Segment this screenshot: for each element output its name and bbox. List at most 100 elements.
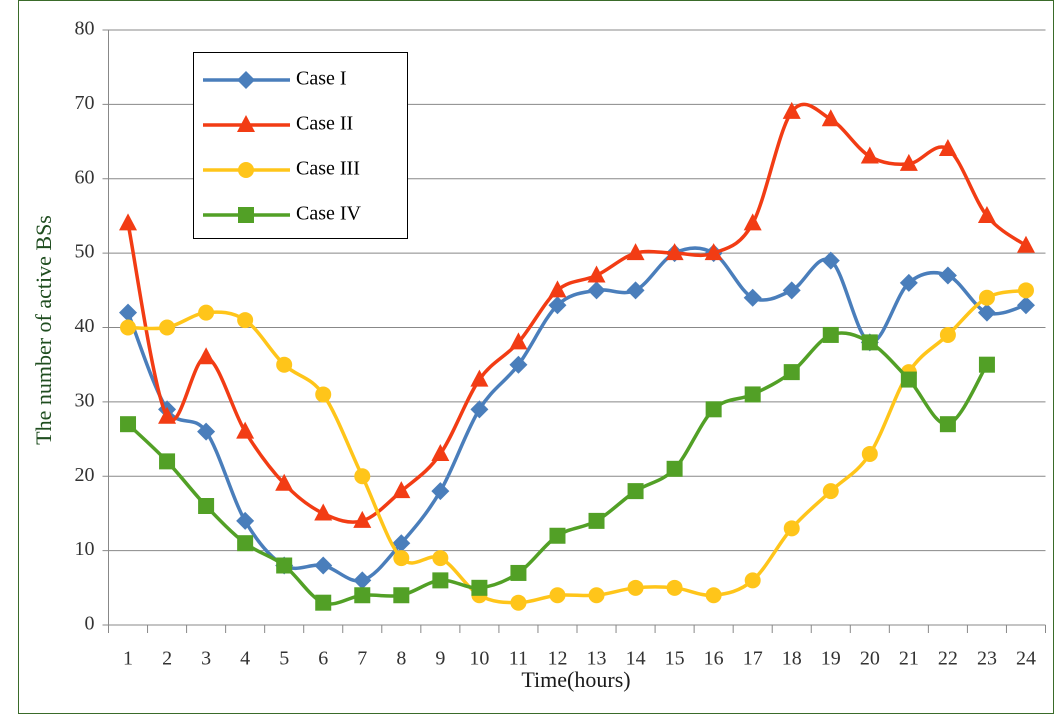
legend-marker	[238, 207, 254, 223]
x-tick-label: 10	[469, 648, 489, 670]
data-point	[431, 443, 450, 461]
x-tick-label: 11	[509, 648, 528, 670]
y-tick-label: 60	[75, 166, 95, 188]
x-tick-label: 15	[665, 648, 685, 670]
data-point	[236, 511, 255, 530]
x-tick-label: 4	[240, 648, 250, 670]
data-point	[626, 243, 645, 261]
data-point	[978, 289, 995, 306]
chart-frame	[18, 0, 1054, 714]
data-point	[783, 364, 800, 381]
data-point	[587, 281, 606, 300]
data-point	[392, 534, 411, 553]
legend-label: Case I	[296, 68, 347, 90]
data-point	[315, 594, 332, 611]
x-axis-label: Time(hours)	[521, 667, 630, 692]
data-point	[470, 369, 489, 387]
data-point	[198, 498, 215, 514]
data-point	[353, 571, 372, 590]
x-tick-label: 22	[938, 648, 958, 670]
data-point	[822, 326, 839, 343]
legend-marker	[238, 162, 254, 178]
x-tick-label: 12	[547, 648, 567, 670]
x-tick-label: 23	[977, 648, 997, 670]
y-tick-label: 30	[75, 389, 95, 411]
data-point	[782, 281, 801, 300]
data-point	[510, 594, 527, 611]
data-point	[588, 587, 605, 604]
data-point	[666, 579, 683, 596]
legend-label: Case II	[296, 113, 353, 135]
data-point	[159, 319, 176, 336]
data-point	[509, 332, 528, 350]
x-tick-label: 20	[860, 648, 880, 670]
plot	[119, 101, 1035, 611]
data-point	[276, 356, 293, 373]
data-point	[120, 416, 137, 433]
y-tick-label: 20	[75, 464, 95, 486]
data-point	[627, 483, 644, 500]
x-tick-label: 17	[743, 648, 763, 670]
data-point	[197, 422, 216, 441]
data-point	[821, 109, 840, 127]
data-point	[783, 520, 800, 537]
x-tick-label: 24	[1016, 648, 1036, 670]
data-point	[822, 483, 839, 500]
data-point	[354, 468, 371, 485]
data-point	[120, 319, 137, 336]
y-tick-label: 0	[85, 613, 95, 635]
data-point	[939, 326, 956, 343]
data-point	[899, 273, 918, 292]
data-point	[744, 386, 761, 403]
legend-box	[193, 52, 408, 239]
data-point	[743, 213, 762, 231]
x-tick-label: 1	[123, 648, 133, 670]
data-point	[939, 416, 956, 433]
data-point	[237, 535, 254, 552]
data-point	[353, 510, 372, 528]
data-point	[276, 557, 293, 574]
data-point	[587, 265, 606, 283]
data-point	[159, 453, 176, 470]
data-point	[393, 587, 410, 604]
data-point	[549, 587, 566, 604]
data-point	[705, 587, 722, 604]
data-point	[471, 579, 488, 596]
data-point	[431, 482, 450, 501]
x-tick-label: 2	[162, 648, 172, 670]
x-tick-label: 9	[435, 648, 445, 670]
data-point	[977, 205, 996, 223]
data-point	[197, 347, 216, 365]
data-point	[860, 146, 879, 164]
data-point	[470, 400, 489, 419]
legend-marker	[237, 71, 255, 89]
y-tick-label: 80	[75, 18, 95, 40]
data-point	[704, 243, 723, 261]
x-tick-label: 16	[704, 648, 724, 670]
x-tick-label: 13	[587, 648, 607, 670]
data-point	[899, 153, 918, 171]
y-tick-label: 50	[75, 241, 95, 263]
x-tick-label: 5	[279, 648, 289, 670]
data-point	[978, 356, 995, 373]
data-point	[510, 564, 527, 581]
data-point	[938, 139, 957, 156]
x-tick-label: 7	[357, 648, 367, 670]
data-point	[665, 243, 684, 261]
y-tick-label: 40	[75, 315, 95, 337]
data-point	[861, 445, 878, 462]
data-point	[548, 296, 567, 315]
x-tick-label: 21	[899, 648, 919, 670]
x-tick-label: 3	[201, 648, 211, 670]
data-point	[861, 334, 878, 351]
data-point	[275, 473, 294, 491]
data-point	[627, 579, 644, 596]
x-tick-label: 8	[396, 648, 406, 670]
data-point	[938, 266, 957, 285]
y-axis-label: The number of active BSs	[31, 215, 56, 445]
data-point	[1017, 282, 1034, 299]
data-point	[119, 213, 138, 231]
x-tick-label: 14	[626, 648, 646, 670]
data-point	[782, 101, 801, 119]
